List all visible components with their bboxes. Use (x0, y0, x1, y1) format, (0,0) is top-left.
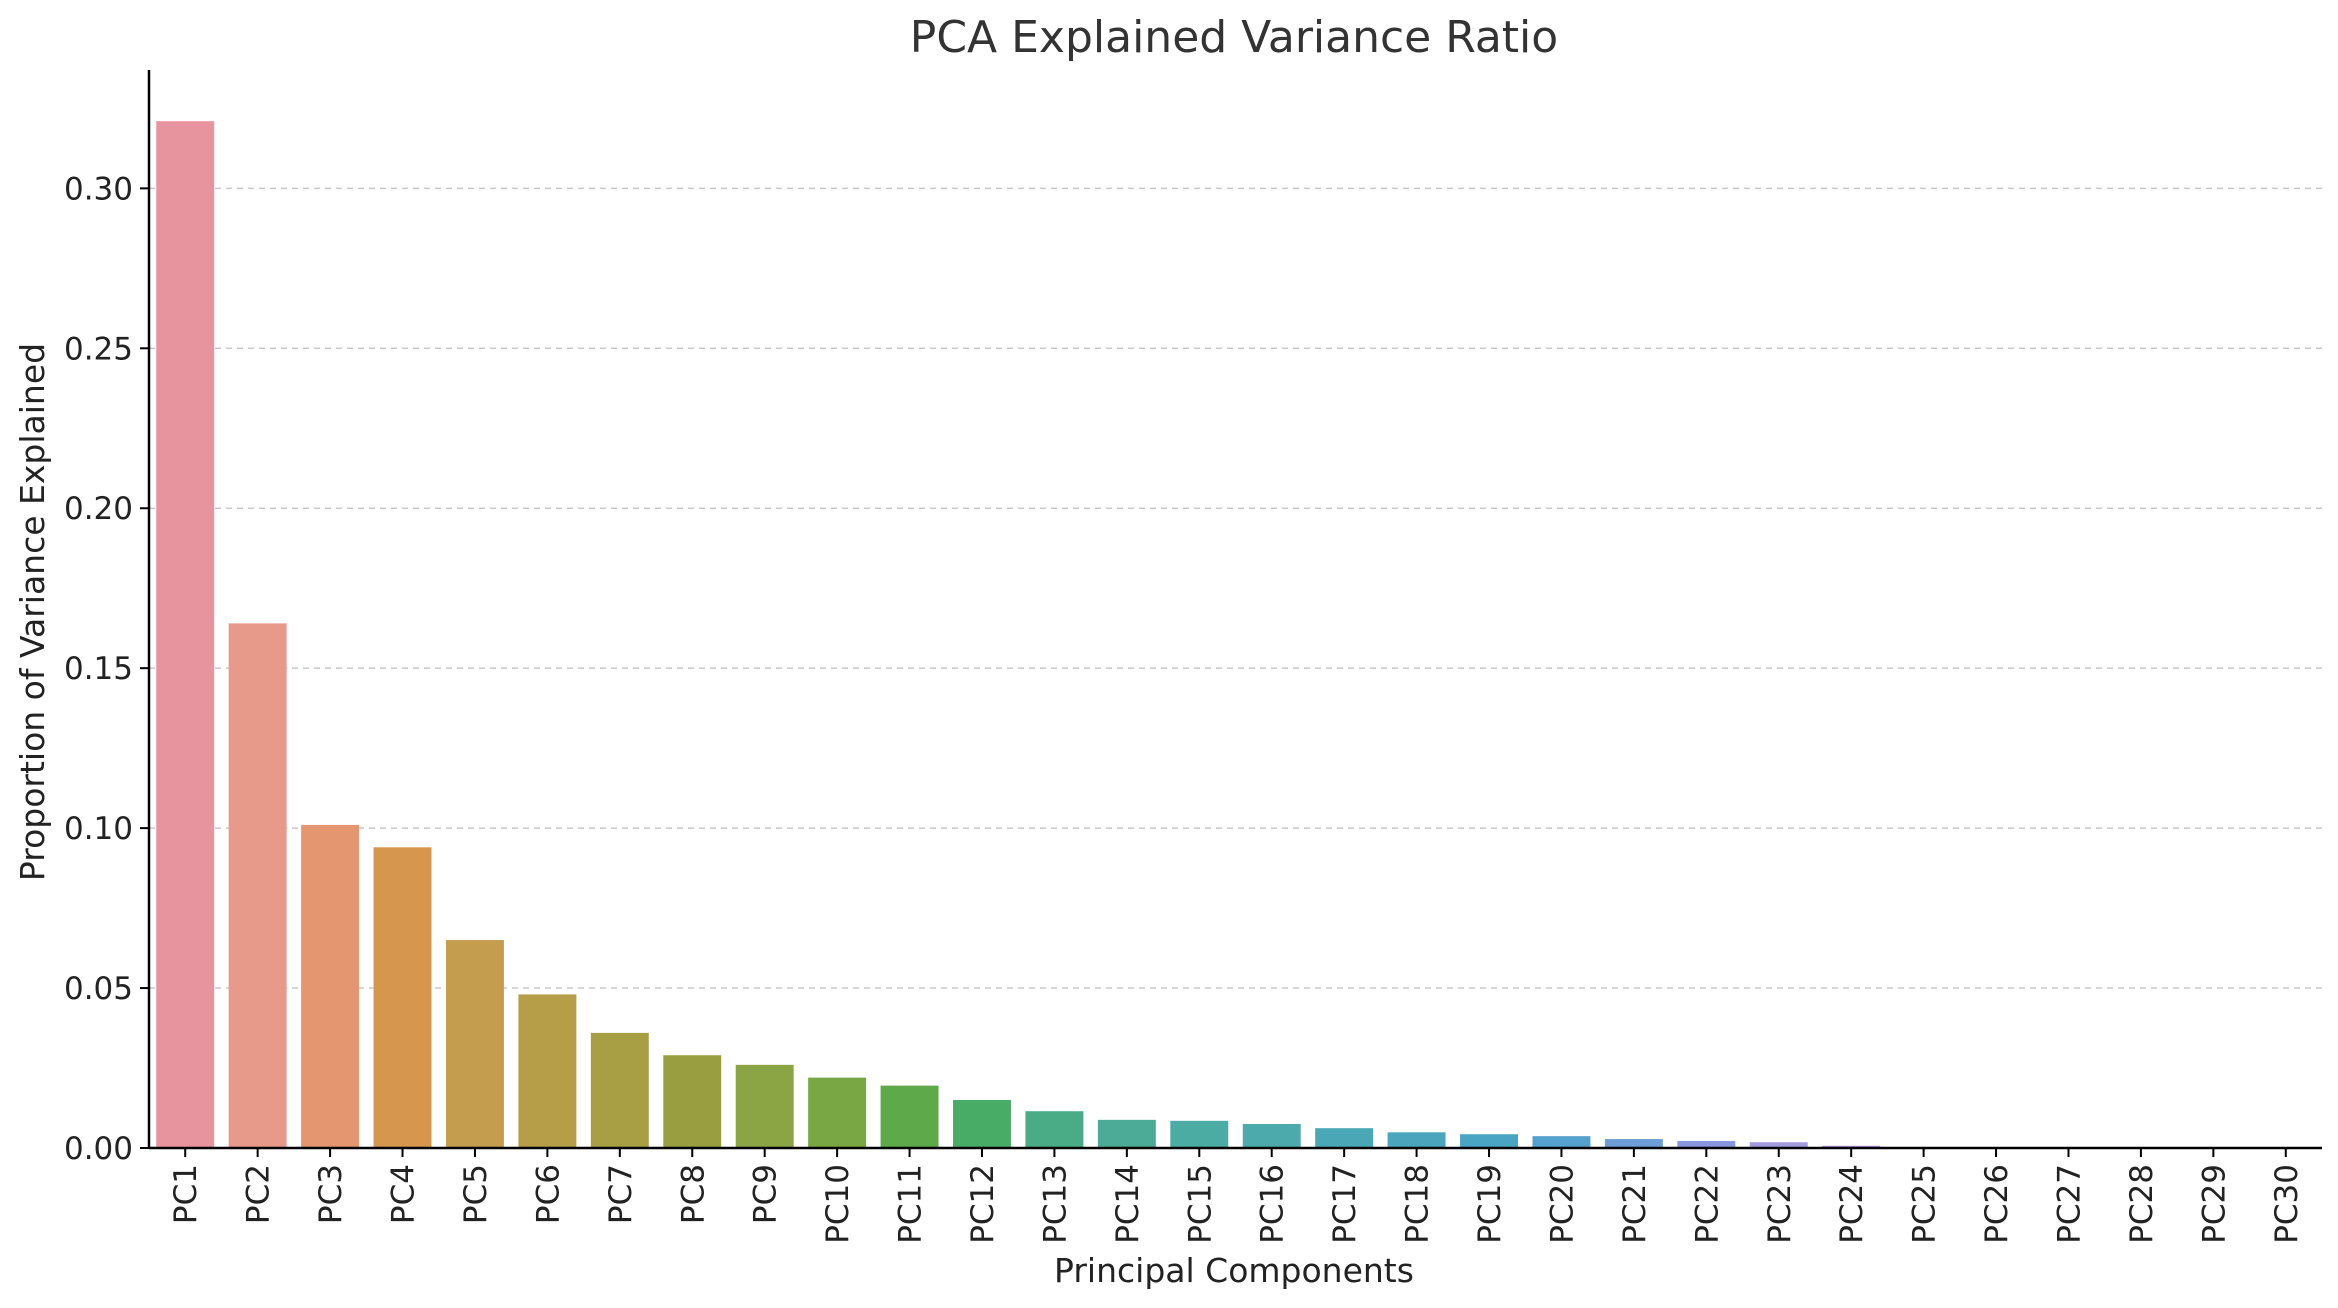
x-tick-label: PC12 (965, 1164, 1001, 1244)
x-tick-label: PC24 (1834, 1164, 1870, 1244)
bar-pc4 (373, 847, 432, 1148)
bar-pc9 (735, 1064, 794, 1148)
x-tick-label: PC26 (1979, 1164, 2015, 1244)
x-tick-label: PC23 (1762, 1164, 1798, 1244)
bar-pc3 (301, 824, 360, 1148)
bar-pc5 (445, 940, 504, 1148)
x-tick-label: PC13 (1037, 1164, 1073, 1244)
x-tick-label: PC17 (1327, 1164, 1363, 1244)
x-tick-label: PC1 (168, 1164, 204, 1224)
bar-pc2 (228, 623, 287, 1148)
x-tick-label: PC6 (530, 1164, 566, 1224)
y-tick-label: 0.05 (64, 971, 133, 1007)
x-tick-label: PC28 (2124, 1164, 2160, 1244)
y-axis-label: Proportion of Variance Explained (13, 343, 52, 881)
x-tick-label: PC10 (820, 1164, 856, 1244)
bar-pc10 (808, 1077, 867, 1148)
bar-pc12 (953, 1100, 1011, 1148)
x-tick-label: PC2 (241, 1164, 277, 1224)
bar-pc23 (1749, 1142, 1808, 1148)
bar-pc11 (880, 1085, 939, 1148)
x-tick-label: PC11 (893, 1164, 929, 1244)
x-tick-label: PC4 (386, 1164, 422, 1224)
bar-pc15 (1170, 1120, 1229, 1148)
bar-pc7 (590, 1032, 649, 1148)
x-axis-label: Principal Components (1054, 1251, 1414, 1290)
y-gridlines (149, 187, 2322, 989)
chart-title: PCA Explained Variance Ratio (910, 12, 1558, 63)
bar-pc6 (518, 994, 577, 1148)
x-tick-label: PC18 (1400, 1164, 1436, 1244)
x-tick-label: PC19 (1472, 1164, 1508, 1244)
y-tick-label: 0.15 (64, 651, 133, 687)
x-tick-label: PC8 (675, 1164, 711, 1224)
x-tick-label: PC30 (2269, 1164, 2305, 1244)
bar-pc14 (1097, 1119, 1156, 1148)
x-tick-label: PC25 (1907, 1164, 1943, 1244)
x-tick-label: PC14 (1110, 1164, 1146, 1244)
x-tick-label: PC29 (2196, 1164, 2232, 1244)
y-tick-label: 0.20 (64, 491, 133, 527)
bar-pc8 (663, 1055, 722, 1148)
x-tick-label: PC27 (2051, 1164, 2087, 1244)
x-tick-label: PC7 (603, 1164, 639, 1224)
bar-pc18 (1387, 1132, 1446, 1148)
bar-pc16 (1242, 1124, 1301, 1148)
x-tick-label: PC16 (1255, 1164, 1291, 1244)
bar-pc21 (1604, 1139, 1663, 1148)
x-tick-label: PC20 (1544, 1164, 1580, 1244)
bar-pc20 (1532, 1136, 1591, 1148)
y-tick-label: 0.25 (64, 331, 133, 367)
x-tick-label: PC9 (748, 1164, 784, 1224)
x-tick-label: PC22 (1689, 1164, 1725, 1244)
bar-pc13 (1025, 1111, 1084, 1148)
bars (156, 121, 1881, 1148)
bar-pc22 (1677, 1140, 1736, 1148)
y-tick-label: 0.10 (64, 811, 133, 847)
y-tick-label: 0.00 (64, 1131, 133, 1167)
bar-pc19 (1460, 1134, 1518, 1148)
axes (140, 70, 2322, 1157)
x-tick-label: PC15 (1182, 1164, 1218, 1244)
x-tick-label: PC3 (313, 1164, 349, 1224)
x-tick-label: PC5 (458, 1164, 494, 1224)
bar-pc1 (156, 121, 215, 1148)
bar-pc17 (1315, 1128, 1374, 1148)
x-tick-label: PC21 (1617, 1164, 1653, 1244)
y-tick-labels: 0.00 0.05 0.10 0.15 0.20 0.25 0.30 (64, 171, 133, 1167)
y-tick-label: 0.30 (64, 171, 133, 207)
x-tick-labels: PC1 PC2 PC3 PC4 PC5 PC6 PC7 PC8 PC9 PC10 PC11 PC12 P… (168, 1164, 2305, 1244)
